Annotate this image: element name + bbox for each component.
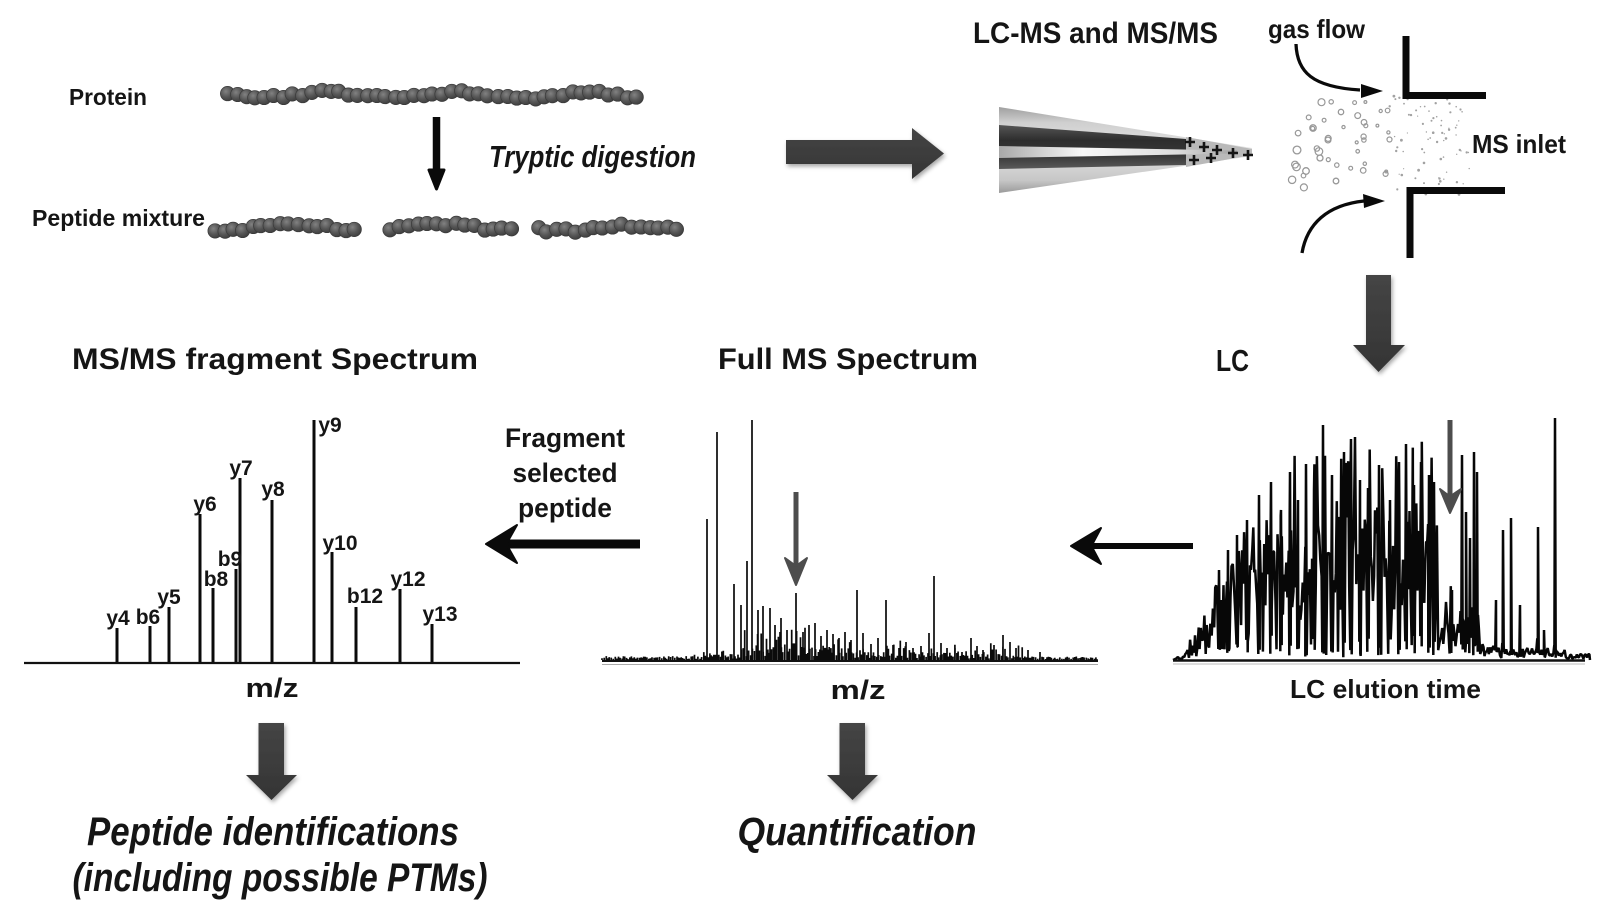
svg-text:m/z: m/z — [831, 675, 886, 705]
svg-text:LC-MS and MS/MS: LC-MS and MS/MS — [973, 17, 1218, 50]
svg-text:y13: y13 — [422, 603, 457, 626]
svg-text:Tryptic digestion: Tryptic digestion — [489, 139, 696, 174]
svg-text:y12: y12 — [390, 568, 425, 591]
svg-text:gas flow: gas flow — [1268, 14, 1366, 44]
svg-text:y7: y7 — [229, 457, 252, 480]
svg-text:b12: b12 — [347, 585, 383, 608]
svg-text:y9: y9 — [318, 414, 341, 437]
svg-text:LC: LC — [1216, 343, 1249, 378]
svg-text:Fragment: Fragment — [505, 423, 625, 453]
svg-text:Full MS Spectrum: Full MS Spectrum — [718, 343, 978, 376]
svg-text:MS inlet: MS inlet — [1472, 129, 1566, 159]
svg-text:m/z: m/z — [246, 673, 299, 703]
svg-text:b6: b6 — [136, 606, 161, 629]
svg-text:y4: y4 — [106, 607, 130, 630]
svg-text:Quantification: Quantification — [738, 810, 977, 854]
svg-text:MS/MS fragment Spectrum: MS/MS fragment Spectrum — [72, 343, 478, 376]
svg-text:y8: y8 — [261, 478, 285, 501]
svg-text:y6: y6 — [193, 493, 216, 516]
svg-text:LC elution time: LC elution time — [1290, 674, 1481, 704]
svg-text:y5: y5 — [157, 586, 181, 609]
svg-text:selected: selected — [513, 458, 618, 488]
svg-text:Peptide identifications: Peptide identifications — [87, 810, 459, 854]
svg-text:peptide: peptide — [518, 493, 612, 523]
svg-text:y10: y10 — [322, 532, 357, 555]
svg-text:(including possible PTMs): (including possible PTMs) — [73, 856, 488, 900]
svg-text:b8: b8 — [204, 568, 229, 591]
svg-text:b9: b9 — [218, 548, 243, 571]
svg-text:Peptide mixture: Peptide mixture — [32, 205, 205, 231]
svg-text:Protein: Protein — [69, 84, 147, 110]
